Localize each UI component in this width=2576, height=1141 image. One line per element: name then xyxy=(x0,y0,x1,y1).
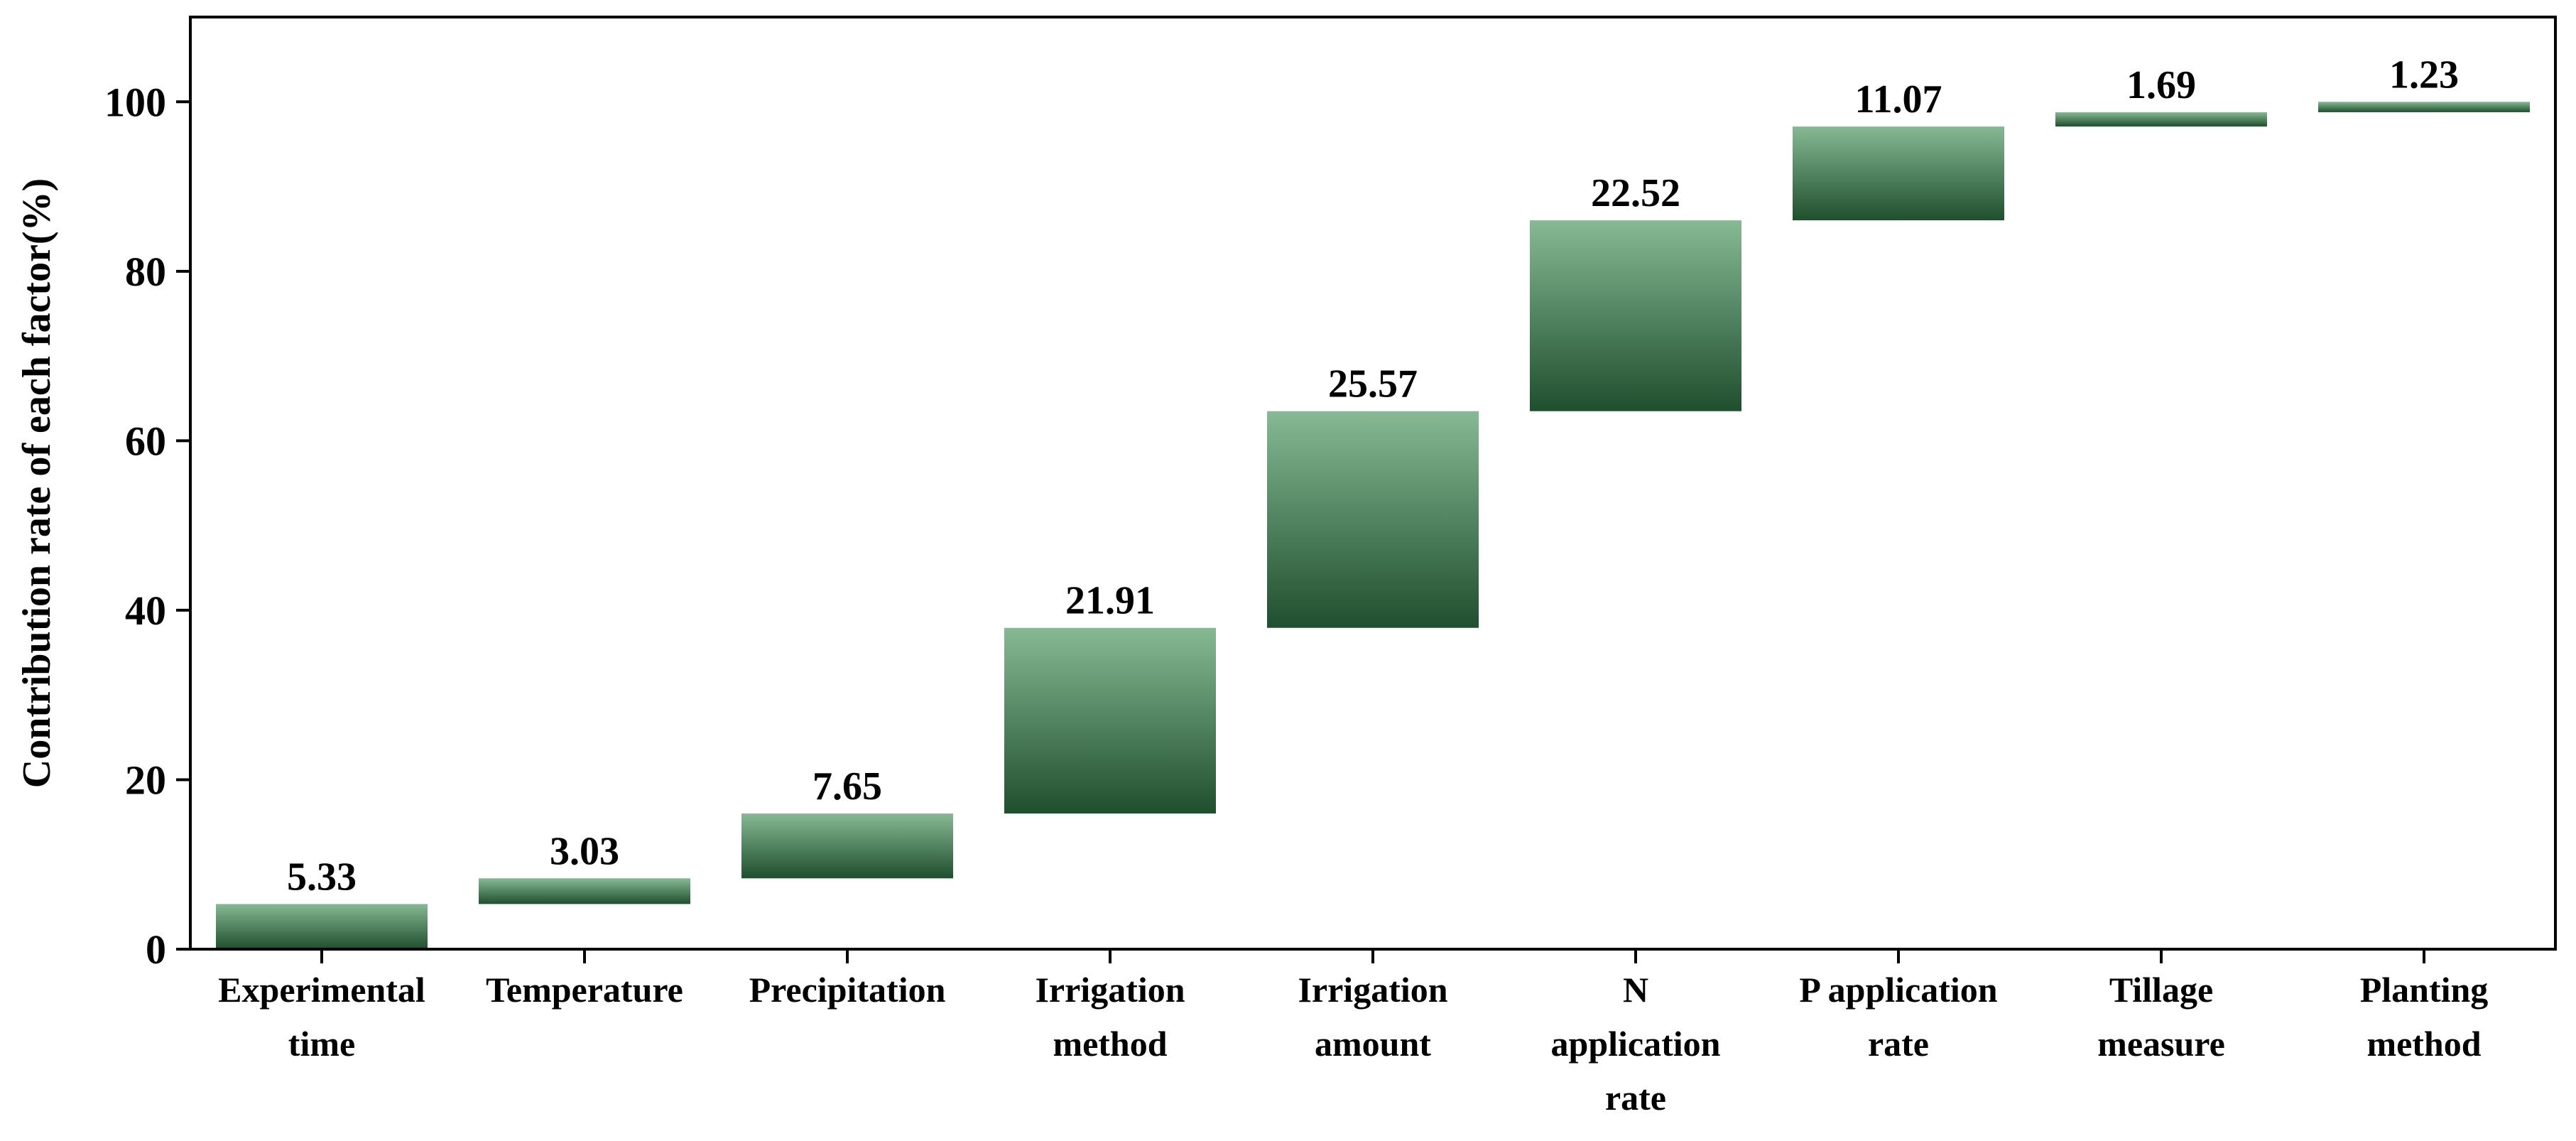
x-tick-label: Irrigation method xyxy=(1035,970,1185,1064)
data-label: 1.69 xyxy=(2126,63,2196,107)
x-tick-label: Tillage measure xyxy=(2097,970,2225,1064)
data-label: 7.65 xyxy=(813,764,882,809)
bar xyxy=(216,904,428,949)
data-label: 22.52 xyxy=(1591,171,1680,215)
bar xyxy=(2055,112,2267,127)
data-label: 1.23 xyxy=(2389,53,2459,97)
data-label: 25.57 xyxy=(1328,362,1418,406)
y-tick-label: 100 xyxy=(104,79,166,125)
y-tick-label: 80 xyxy=(125,249,166,295)
x-tick-label: Irrigation amount xyxy=(1298,970,1447,1064)
bar xyxy=(1530,220,1741,411)
x-tick-label: Experimental time xyxy=(218,970,425,1064)
bar xyxy=(479,878,690,904)
y-tick-label: 0 xyxy=(146,926,166,973)
y-axis-ticks: 0 20 40 60 80 100 xyxy=(104,79,190,973)
y-tick-label: 60 xyxy=(125,418,166,464)
x-tick-label: P application rate xyxy=(1799,970,1997,1064)
x-axis-ticks: Experimental time Temperature Precipitation… xyxy=(218,949,2488,1118)
bar xyxy=(1004,627,1216,814)
x-tick-label: Precipitation xyxy=(749,970,946,1010)
x-tick-label: Temperature xyxy=(486,970,683,1010)
bar xyxy=(2318,102,2530,112)
bar xyxy=(741,813,953,879)
data-label: 21.91 xyxy=(1065,579,1155,623)
y-axis-title: Contribution rate of each factor(%) xyxy=(15,178,59,788)
y-tick-label: 20 xyxy=(125,757,166,803)
x-tick-label: Planting method xyxy=(2360,970,2489,1064)
bars-layer: 5.33 3.03 7.65 21.91 25.57 22.52 11.07 1.69 1.23 xyxy=(216,53,2530,949)
data-label: 11.07 xyxy=(1855,77,1942,121)
bar xyxy=(1793,126,2004,221)
bar xyxy=(1267,411,1479,628)
data-label: 3.03 xyxy=(550,829,619,873)
y-tick-label: 40 xyxy=(125,588,166,634)
data-label: 5.33 xyxy=(287,855,357,899)
